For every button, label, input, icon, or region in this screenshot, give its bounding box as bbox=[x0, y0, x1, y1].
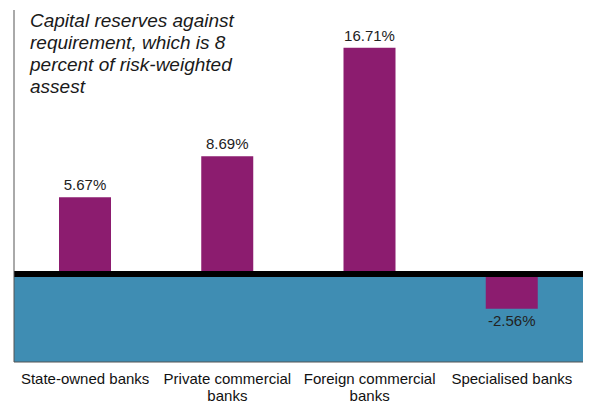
svg-text:8.69%: 8.69% bbox=[206, 135, 249, 152]
svg-text:5.67%: 5.67% bbox=[64, 176, 107, 193]
html-text:Capital reserves against requi: Capital reserves against requirement, wh… bbox=[30, 10, 234, 97]
svg-text:Foreign commercialbanks: Foreign commercialbanks bbox=[304, 370, 436, 404]
svg-text:-2.56%: -2.56% bbox=[488, 312, 536, 329]
svg-text:Private commercialbanks: Private commercialbanks bbox=[164, 370, 292, 404]
svg-text:16.71%: 16.71% bbox=[344, 27, 395, 44]
svg-text:State-owned banks: State-owned banks bbox=[21, 370, 149, 387]
svg-text:Specialised banks: Specialised banks bbox=[451, 370, 572, 387]
